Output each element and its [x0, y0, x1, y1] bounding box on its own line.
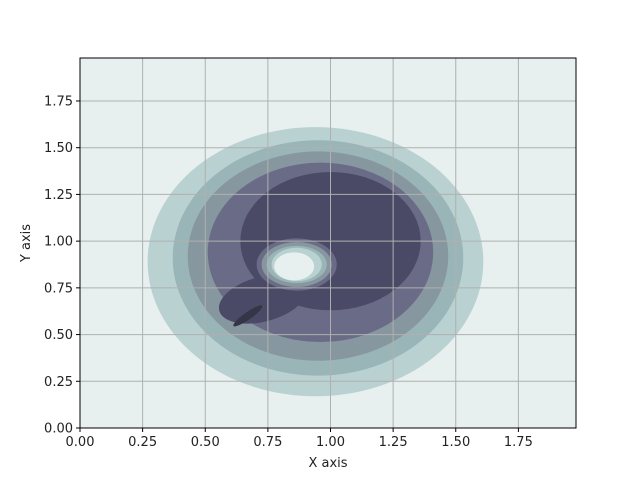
x-tick-label: 0.00 — [66, 435, 95, 450]
contour-regions — [147, 127, 484, 397]
y-axis-label: Y axis — [19, 224, 34, 263]
y-tick-label: 1.00 — [44, 235, 73, 250]
x-tick-label: 0.75 — [253, 435, 282, 450]
x-tick-label: 0.50 — [191, 435, 220, 450]
x-tick-label: 1.00 — [316, 435, 345, 450]
contour-region-level-0 — [274, 252, 315, 281]
y-tick-label: 0.50 — [44, 328, 73, 343]
y-tick-label: 0.75 — [44, 281, 73, 296]
y-axis-ticks: 0.00 0.25 0.50 0.75 1.00 1.25 1.50 1.75 — [44, 94, 80, 437]
x-tick-label: 1.25 — [379, 435, 408, 450]
contour-region-level-6 — [233, 305, 263, 327]
y-tick-label: 0.25 — [44, 375, 73, 390]
x-tick-label: 1.50 — [441, 435, 470, 450]
x-axis-label: X axis — [308, 456, 347, 471]
x-axis-ticks: 0.00 0.25 0.50 0.75 1.00 1.25 1.50 1.75 — [66, 428, 533, 450]
y-tick-label: 1.50 — [44, 141, 73, 156]
y-tick-label: 1.25 — [44, 188, 73, 203]
plot-frame — [79, 57, 577, 429]
y-tick-label: 0.00 — [44, 422, 73, 437]
x-tick-label: 0.25 — [128, 435, 157, 450]
x-tick-label: 1.75 — [504, 435, 533, 450]
y-tick-label: 1.75 — [44, 94, 73, 109]
